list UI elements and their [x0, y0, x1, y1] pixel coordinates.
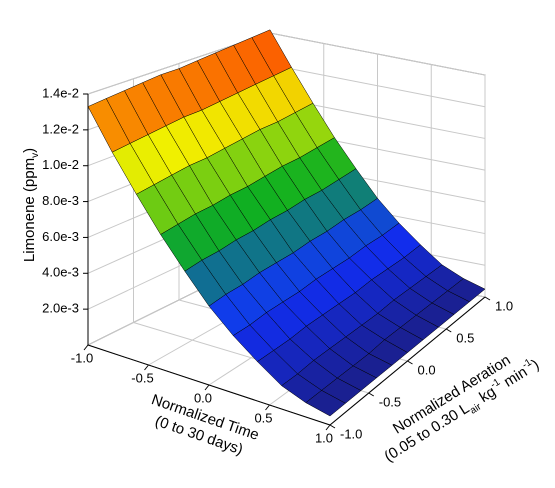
axis-line [87, 344, 331, 426]
x-tick [265, 404, 270, 411]
x-tick [204, 384, 210, 391]
y-tick-label: -0.5 [379, 394, 401, 409]
z-tick-label: 2.0e-3 [42, 301, 79, 316]
y-tick-label: 0.5 [456, 330, 474, 345]
z-tick-label: 8.0e-3 [42, 193, 79, 208]
surface-cell [305, 390, 346, 417]
y-tick-label: 1.0 [495, 298, 513, 313]
x-tick-label: -0.5 [131, 370, 153, 385]
x-tick [144, 364, 149, 371]
axis-label-part: v [30, 153, 41, 158]
axis-label: Limonene (ppmv) [21, 148, 41, 262]
z-tick-label: 6.0e-3 [42, 229, 79, 244]
x-tick-label: 0.5 [254, 410, 272, 425]
x-tick [325, 424, 331, 431]
z-tick-label: 4.0e-3 [42, 265, 79, 280]
z-tick-label: 1.2e-2 [42, 121, 79, 136]
x-tick-label: -1.0 [71, 350, 93, 365]
z-tick-label: 1.4e-2 [42, 85, 79, 100]
axis-label-part: Limonene (ppm [21, 158, 38, 262]
x-tick-label: 0.0 [194, 390, 212, 405]
y-tick-label: -1.0 [340, 426, 362, 441]
y-tick [407, 360, 413, 365]
axis-label-part: ) [21, 148, 38, 153]
x-tick [83, 344, 89, 351]
axis-line [329, 296, 486, 426]
y-tick [445, 328, 452, 333]
y-tick [368, 392, 375, 397]
y-tick [484, 296, 491, 301]
x-tick-label: 1.0 [315, 430, 333, 445]
z-tick-label: 1.0e-2 [42, 157, 79, 172]
y-tick-label: 0.0 [418, 362, 436, 377]
y-tick [329, 424, 336, 429]
